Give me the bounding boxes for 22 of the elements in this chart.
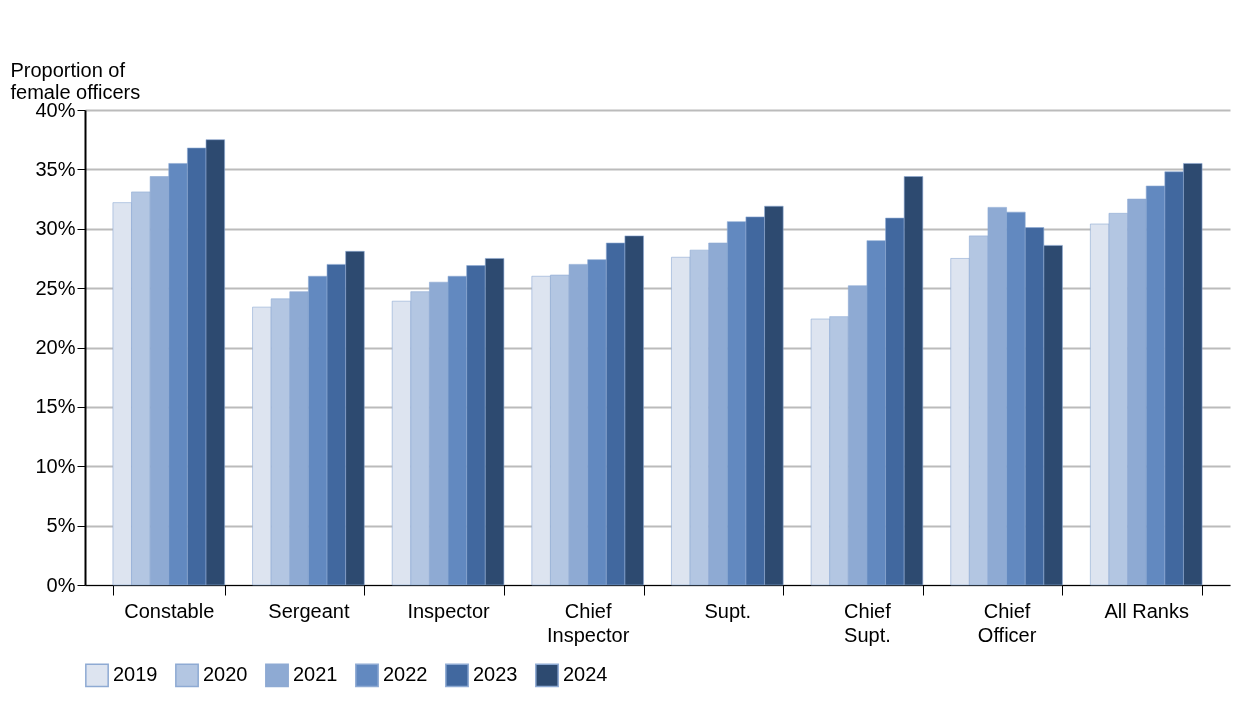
y-tick-label: 20% <box>35 336 76 358</box>
y-tick-label: 5% <box>46 514 76 537</box>
x-tick-label: Inspector <box>407 599 491 622</box>
x-tick-label: Chief Inspector <box>547 599 630 646</box>
y-tick-label: 35% <box>35 157 76 180</box>
x-tick-label: Constable <box>124 599 215 622</box>
x-tick-label: Chief Officer <box>977 599 1037 646</box>
legend-label: 2023 <box>473 663 518 686</box>
x-tick-label: Chief Supt. <box>844 599 892 646</box>
x-tick-label: Sergeant <box>268 599 350 622</box>
legend-label: 2022 <box>383 663 428 686</box>
y-tick-label: 15% <box>35 395 76 418</box>
x-tick-label: All Ranks <box>1104 599 1189 622</box>
legend-label: 2021 <box>293 663 338 686</box>
y-tick-label: 25% <box>35 276 76 299</box>
y-tick-label: 30% <box>35 217 76 240</box>
y-tick-label: 10% <box>35 454 76 477</box>
x-tick-label: Supt. <box>704 599 752 622</box>
y-tick-label: 0% <box>46 573 76 596</box>
legend-label: 2019 <box>113 663 158 686</box>
legend-label: 2020 <box>203 663 248 686</box>
legend-label: 2024 <box>563 663 608 686</box>
